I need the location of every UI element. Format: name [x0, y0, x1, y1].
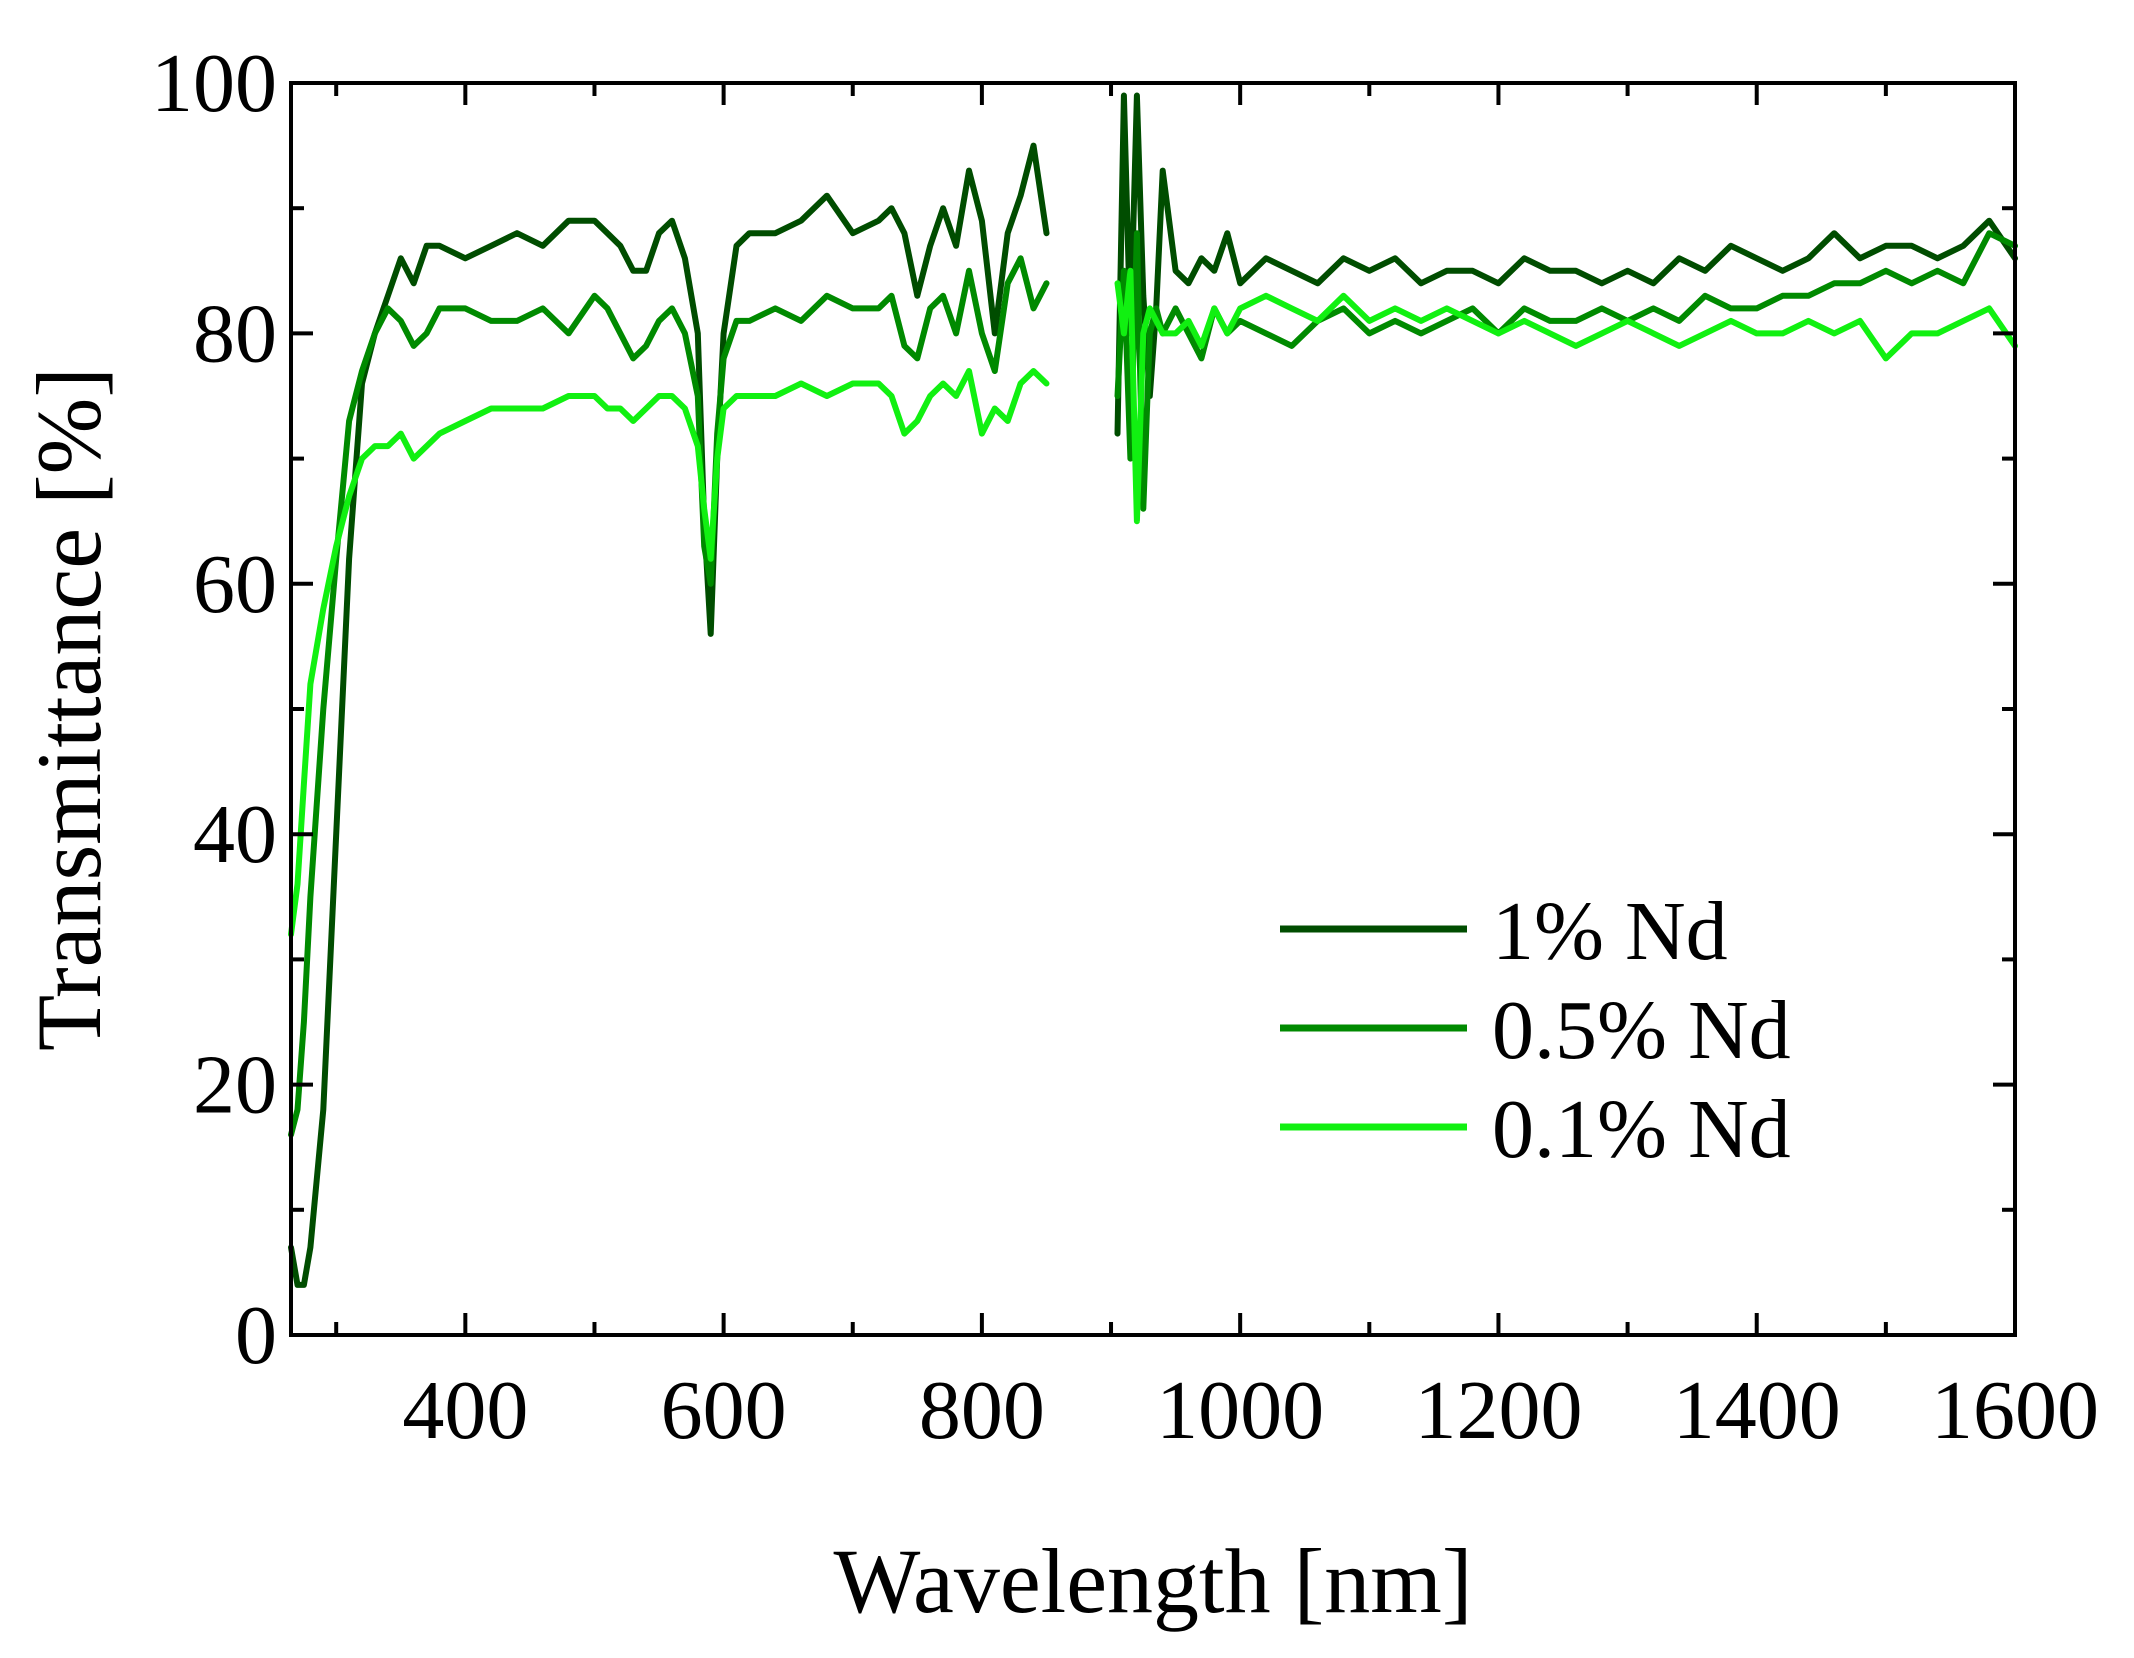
series-layer: [288, 92, 2018, 1288]
legend: 1% Nd0.5% Nd0.1% Nd: [1280, 885, 1791, 1176]
legend-label-0: 1% Nd: [1492, 885, 1728, 978]
x-tick-label: 400: [402, 1364, 528, 1457]
legend-label-1: 0.5% Nd: [1492, 984, 1791, 1077]
x-tick-label: 1200: [1414, 1364, 1582, 1457]
x-tick-label: 1400: [1673, 1364, 1841, 1457]
x-axis-title: Wavelength [nm]: [834, 1530, 1473, 1632]
y-tick-label: 20: [193, 1039, 277, 1132]
y-axis-title: Transmittance [%]: [18, 367, 120, 1051]
x-tick-label: 600: [661, 1364, 787, 1457]
x-tick-label: 1000: [1156, 1364, 1324, 1457]
legend-label-2: 0.1% Nd: [1492, 1083, 1791, 1176]
y-tick-label: 60: [193, 538, 277, 631]
y-tick-label: 0: [235, 1289, 277, 1382]
series-line-2: [288, 267, 2018, 938]
x-tick-label: 800: [919, 1364, 1045, 1457]
y-tick-label: 100: [151, 37, 277, 130]
x-tick-label: 1600: [1931, 1364, 2099, 1457]
ticks-layer: 400 600 800 1000 1200 1400 1600 0 20 40 60 80 100: [151, 37, 2099, 1457]
y-tick-label: 40: [193, 788, 277, 881]
y-tick-label: 80: [193, 287, 277, 380]
